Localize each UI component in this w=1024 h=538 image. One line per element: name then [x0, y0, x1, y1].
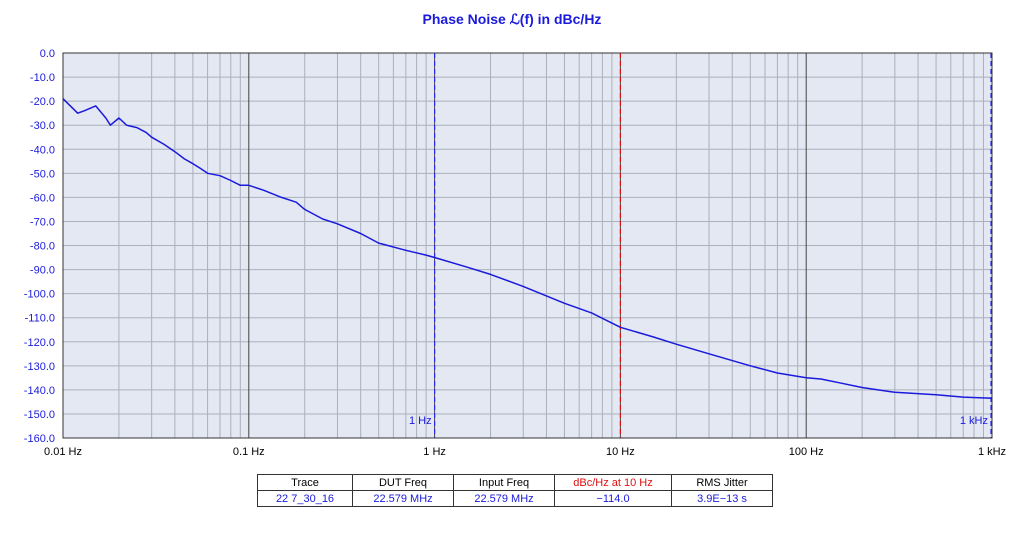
chart-title: Phase Noise ℒ(f) in dBc/Hz [422, 11, 602, 27]
x-tick-label: 1 kHz [978, 446, 1006, 458]
summary-header-row: Trace DUT Freq Input Freq dBc/Hz at 10 H… [257, 474, 773, 491]
y-tick-label: -80.0 [30, 241, 55, 253]
y-tick-label: -100.0 [24, 289, 55, 301]
y-tick-label: -70.0 [30, 216, 55, 228]
marker-label: 1 kHz [960, 415, 988, 427]
dut-freq-header: DUT Freq [352, 474, 454, 491]
phase-noise-trace [62, 98, 993, 400]
summary-table: Trace DUT Freq Input Freq dBc/Hz at 10 H… [257, 474, 773, 507]
phase-noise-plot: 1 Hz 1 kHz 0.0 -10.0 -20.0 -30.0 -40.0 -50.0 -60… [24, 48, 1006, 458]
input-freq-header: Input Freq [453, 474, 555, 491]
input-freq-value: 22.579 MHz [453, 490, 555, 507]
y-tick-label: -60.0 [30, 192, 55, 204]
x-tick-label: 1 Hz [423, 446, 446, 458]
plot-frame [62, 52, 993, 439]
y-tick-label: -120.0 [24, 337, 55, 349]
trace-value: 22 7_30_16 [257, 490, 353, 507]
y-tick-label: 0.0 [40, 48, 55, 60]
y-tick-label: -130.0 [24, 361, 55, 373]
y-tick-label: -140.0 [24, 385, 55, 397]
dut-freq-value: 22.579 MHz [352, 490, 454, 507]
y-tick-label: -40.0 [30, 144, 55, 156]
dbc-at-10hz-header: dBc/Hz at 10 Hz [554, 474, 672, 491]
y-tick-label: -20.0 [30, 96, 55, 108]
y-tick-label: -150.0 [24, 409, 55, 421]
rms-jitter-value: 3.9E−13 s [671, 490, 773, 507]
x-tick-label: 100 Hz [789, 446, 824, 458]
y-tick-label: -160.0 [24, 433, 55, 445]
marker-label: 1 Hz [409, 415, 432, 427]
trace-header: Trace [257, 474, 353, 491]
x-tick-label: 0.1 Hz [233, 446, 265, 458]
y-tick-label: -10.0 [30, 72, 55, 84]
rms-jitter-header: RMS Jitter [671, 474, 773, 491]
y-tick-label: -30.0 [30, 120, 55, 132]
y-tick-label: -90.0 [30, 265, 55, 277]
x-tick-label: 0.01 Hz [44, 446, 82, 458]
summary-data-row: 22 7_30_16 22.579 MHz 22.579 MHz −114.0 … [257, 490, 773, 507]
y-tick-label: -110.0 [25, 313, 55, 325]
dbc-at-10hz-value: −114.0 [554, 490, 672, 507]
x-tick-label: 10 Hz [606, 446, 635, 458]
y-tick-label: -50.0 [30, 168, 55, 180]
